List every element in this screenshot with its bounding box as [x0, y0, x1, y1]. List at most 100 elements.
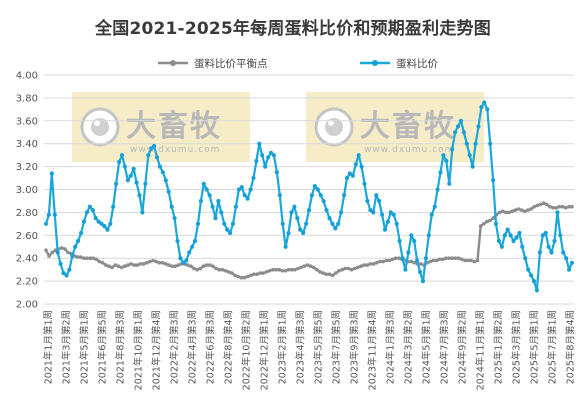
data-point — [493, 221, 499, 226]
data-point — [469, 258, 474, 263]
data-point — [132, 263, 136, 267]
data-point — [538, 202, 543, 207]
watermark-brand: 大畜牧 — [360, 109, 456, 144]
data-point — [280, 269, 285, 273]
data-point — [173, 264, 177, 269]
data-point — [52, 212, 57, 217]
data-point — [549, 250, 554, 255]
data-point — [192, 266, 196, 271]
data-point — [204, 187, 209, 192]
y-axis-ticks: 2.00 2.20 2.40 2.60 2.80 3.00 3.20 3.40 3.60 3.80… — [16, 71, 38, 311]
data-point — [189, 264, 193, 269]
x-tick-label: 2023年7月第5周 — [331, 310, 343, 384]
data-point — [258, 271, 263, 275]
data-point — [508, 233, 513, 238]
data-point — [347, 171, 352, 176]
x-tick-label: 2021年5月第1周 — [79, 310, 91, 384]
data-point — [543, 230, 548, 236]
data-point — [545, 202, 549, 207]
watermark-site: www.dxumu.com — [364, 145, 454, 155]
data-point — [119, 265, 124, 270]
data-point — [67, 267, 72, 272]
data-point — [195, 221, 201, 226]
data-point — [467, 153, 472, 158]
data-point — [534, 288, 540, 293]
data-point — [233, 273, 237, 278]
data-point — [242, 193, 247, 198]
y-tick-label: 2.00 — [16, 300, 38, 311]
data-point — [419, 262, 423, 266]
data-point — [78, 255, 83, 259]
data-point — [510, 209, 514, 214]
data-point — [500, 209, 505, 214]
data-point — [561, 250, 566, 255]
data-point — [102, 224, 107, 229]
data-point — [172, 216, 177, 221]
data-point — [540, 233, 545, 238]
data-point — [453, 130, 458, 135]
data-point — [339, 210, 344, 215]
data-point — [356, 153, 361, 158]
data-point — [308, 264, 313, 269]
series-layer — [43, 100, 575, 293]
data-point — [66, 250, 70, 255]
data-point — [219, 210, 224, 215]
data-point — [564, 256, 569, 261]
data-point — [277, 267, 281, 272]
data-point — [327, 216, 332, 221]
data-point — [353, 162, 358, 167]
data-point — [271, 153, 276, 158]
data-point — [507, 210, 511, 215]
data-point — [306, 208, 312, 213]
data-point — [226, 270, 231, 274]
data-point — [496, 238, 501, 244]
data-point — [567, 204, 571, 209]
data-point — [198, 266, 203, 271]
data-point — [368, 208, 373, 213]
data-point — [523, 209, 527, 214]
data-point — [304, 221, 309, 226]
data-point — [476, 124, 481, 129]
data-point — [447, 181, 452, 186]
data-point — [359, 264, 363, 269]
data-point — [61, 271, 66, 276]
data-point — [122, 164, 127, 169]
data-point — [49, 171, 54, 176]
data-point — [458, 118, 464, 123]
data-point — [90, 208, 95, 213]
data-point — [377, 198, 382, 204]
data-point — [302, 264, 307, 269]
data-point — [289, 267, 294, 272]
data-point — [511, 238, 516, 244]
data-point — [128, 173, 133, 178]
x-tick-label: 2022年2月第3周 — [169, 310, 181, 384]
data-point — [251, 175, 256, 181]
data-point — [46, 212, 52, 217]
data-point — [548, 204, 552, 209]
data-point — [479, 105, 484, 110]
legend-item: 蛋料比价 — [360, 57, 438, 70]
data-point — [478, 224, 483, 228]
data-point — [514, 235, 519, 240]
data-point — [312, 184, 317, 189]
data-point — [554, 206, 559, 210]
data-point — [309, 193, 314, 198]
data-point — [470, 164, 475, 169]
data-point — [391, 212, 396, 217]
data-point — [293, 267, 297, 272]
data-point — [81, 219, 87, 224]
data-point — [163, 262, 168, 266]
data-point — [166, 189, 171, 194]
data-point — [169, 204, 174, 209]
data-point — [105, 227, 110, 232]
x-tick-label: 2023年2月第1周 — [277, 310, 289, 384]
data-point — [236, 274, 240, 279]
data-point — [286, 230, 291, 236]
data-point — [438, 170, 443, 175]
data-point — [116, 264, 121, 269]
y-tick-label: 2.40 — [16, 254, 38, 265]
data-point — [321, 198, 326, 204]
data-point — [228, 230, 233, 236]
data-point — [257, 141, 262, 146]
